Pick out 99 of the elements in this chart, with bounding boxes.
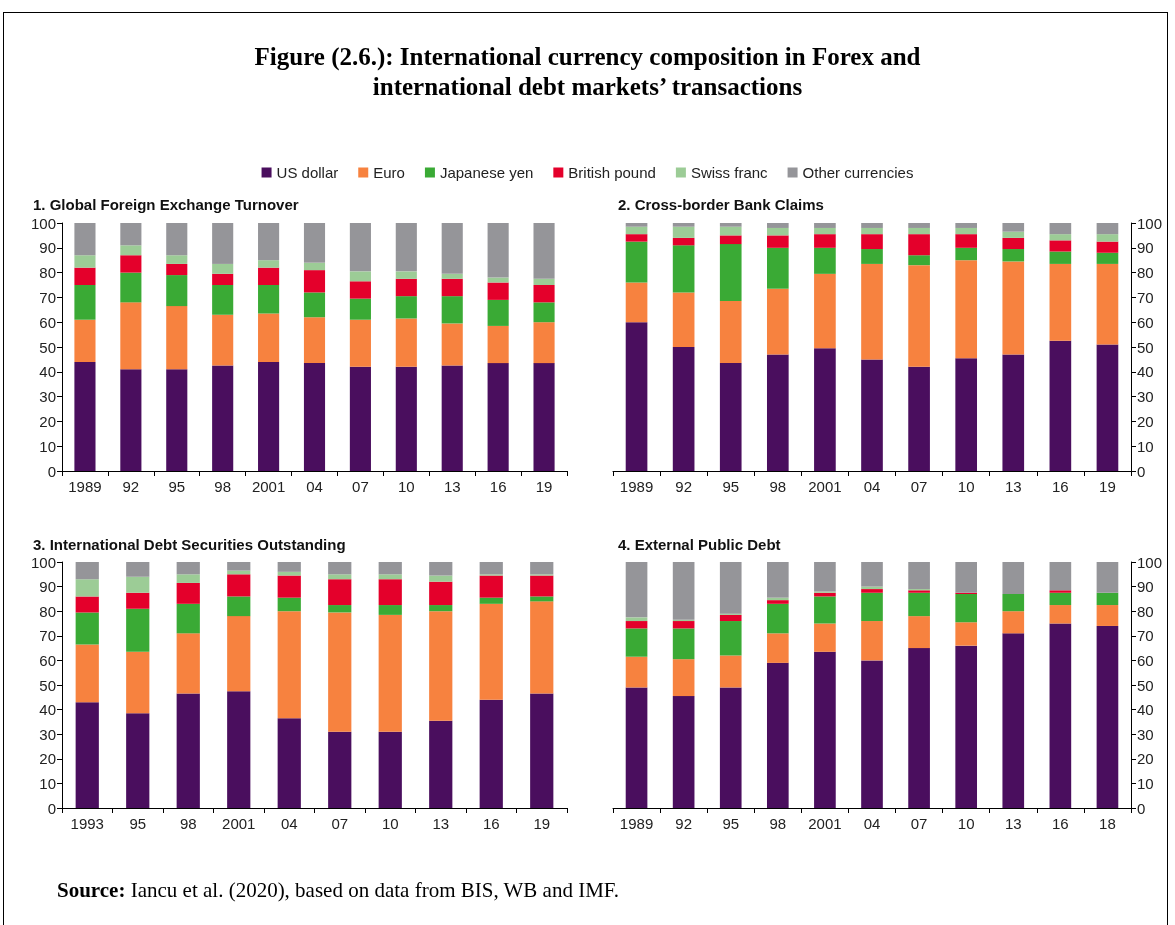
x-tick-label: 1989	[68, 478, 102, 495]
y-tick-label: 100	[30, 214, 56, 232]
x-tick-label: 98	[769, 815, 787, 832]
y2-tick-label: 10	[1137, 774, 1154, 792]
chart-title: 2. Cross-border Bank Claims	[618, 196, 824, 213]
chart-title: 3. International Debt Securities Outstanding	[33, 536, 346, 553]
x-tick-label: 2001	[222, 815, 256, 832]
x-tick-label: 92	[675, 478, 692, 495]
x-tick-label: 18	[1099, 815, 1116, 832]
y-tick-label: 20	[39, 412, 56, 430]
x-tick-label: 16	[482, 815, 500, 832]
text: Figure (2.6.): International currency composition in Forex and international debt markets’ transactions	[253, 42, 922, 102]
y-tick-label: 10	[39, 774, 56, 792]
y2-tick-label: 0	[1137, 462, 1146, 480]
x-tick-label: 19	[533, 815, 551, 832]
y2-tick-label: 40	[1137, 701, 1154, 719]
y2-tick-label: 70	[1137, 288, 1154, 306]
y2-tick-label: 80	[1137, 602, 1154, 620]
x-tick-label: 19	[535, 478, 553, 495]
x-tick-label: 13	[432, 815, 450, 832]
x-tick-label: 07	[331, 815, 349, 832]
y2-tick-label: 50	[1137, 338, 1154, 356]
y-tick-label: 50	[39, 338, 56, 356]
y-tick-label: 80	[39, 264, 56, 282]
x-tick-label: 07	[352, 478, 369, 495]
x-tick-label: 95	[722, 815, 740, 832]
y2-tick-label: 90	[1137, 239, 1154, 257]
x-tick-label: 19	[1099, 478, 1116, 495]
x-tick-label: 04	[863, 815, 881, 832]
x-tick-label: 98	[214, 478, 232, 495]
x-tick-label: 13	[1004, 815, 1022, 832]
legend-label: British pound	[568, 164, 656, 181]
y2-tick-label: 60	[1137, 651, 1154, 669]
y2-tick-label: 30	[1137, 388, 1154, 406]
y2-tick-label: 10	[1137, 437, 1154, 455]
y-tick-label: 40	[39, 363, 56, 381]
source-note: Source: Iancu et al. (2020), based on data from BIS, WB and IMF.	[57, 878, 620, 903]
x-tick-label: 2001	[808, 478, 842, 495]
x-tick-label: 16	[1052, 815, 1069, 832]
y2-tick-label: 40	[1137, 363, 1154, 381]
x-tick-label: 95	[722, 478, 740, 495]
x-tick-label: 98	[769, 478, 787, 495]
x-tick-label: 10	[381, 815, 399, 832]
x-tick-label: 07	[910, 815, 928, 832]
x-tick-label: 1989	[619, 478, 654, 495]
x-tick-label: 1989	[619, 815, 654, 832]
x-tick-label: 10	[957, 478, 975, 495]
legend-label: US dollar	[276, 164, 339, 181]
y2-tick-label: 90	[1137, 578, 1154, 596]
x-tick-label: 16	[489, 478, 507, 495]
y2-tick-label: 30	[1137, 725, 1154, 743]
x-tick-label: 04	[306, 478, 323, 495]
y-tick-label: 20	[39, 750, 56, 768]
y2-tick-label: 60	[1137, 313, 1154, 331]
y2-tick-label: 0	[1137, 799, 1146, 817]
y-tick-label: 90	[39, 578, 56, 596]
y-tick-label: 40	[39, 701, 56, 719]
y-tick-label: 60	[39, 651, 56, 669]
legend-label: Japanese yen	[439, 164, 534, 181]
y-tick-label: 0	[47, 462, 56, 480]
y-tick-label: 50	[39, 676, 56, 694]
y-tick-label: 30	[39, 725, 56, 743]
legend-label: Euro	[373, 164, 405, 181]
y-tick-label: 60	[39, 313, 56, 331]
y-tick-label: 0	[47, 799, 56, 817]
y2-tick-label: 70	[1137, 627, 1154, 645]
legend-label: Other currencies	[802, 164, 914, 181]
x-tick-label: 13	[443, 478, 461, 495]
y2-tick-label: 80	[1137, 264, 1154, 282]
x-tick-label: 07	[910, 478, 928, 495]
y2-tick-label: 50	[1137, 676, 1154, 694]
y2-tick-label: 100	[1137, 553, 1163, 571]
x-tick-label: 95	[129, 815, 147, 832]
x-tick-label: 10	[957, 815, 975, 832]
chart-title: 1. Global Foreign Exchange Turnover	[33, 196, 299, 213]
y-tick-label: 80	[39, 602, 56, 620]
y-tick-label: 100	[30, 553, 56, 571]
y2-tick-label: 100	[1137, 214, 1163, 232]
x-tick-label: 13	[1004, 478, 1022, 495]
y-tick-label: 70	[39, 288, 56, 306]
y-tick-label: 70	[39, 627, 56, 645]
x-tick-label: 2001	[251, 478, 286, 495]
x-tick-label: 1993	[70, 815, 104, 832]
y-tick-label: 30	[39, 388, 56, 406]
x-tick-label: 95	[168, 478, 186, 495]
chart-title: 4. External Public Debt	[618, 536, 781, 553]
y2-tick-label: 20	[1137, 412, 1154, 430]
x-tick-label: 04	[863, 478, 881, 495]
x-tick-label: 92	[675, 815, 692, 832]
x-tick-label: 10	[397, 478, 415, 495]
legend-label: Swiss franc	[690, 164, 769, 181]
x-tick-label: 16	[1052, 478, 1069, 495]
x-tick-label: 04	[280, 815, 298, 832]
y-tick-label: 10	[39, 437, 56, 455]
x-tick-label: 98	[179, 815, 197, 832]
x-tick-label: 2001	[808, 815, 842, 832]
y2-tick-label: 20	[1137, 750, 1154, 768]
x-tick-label: 92	[122, 478, 140, 495]
y-tick-label: 90	[39, 239, 56, 257]
